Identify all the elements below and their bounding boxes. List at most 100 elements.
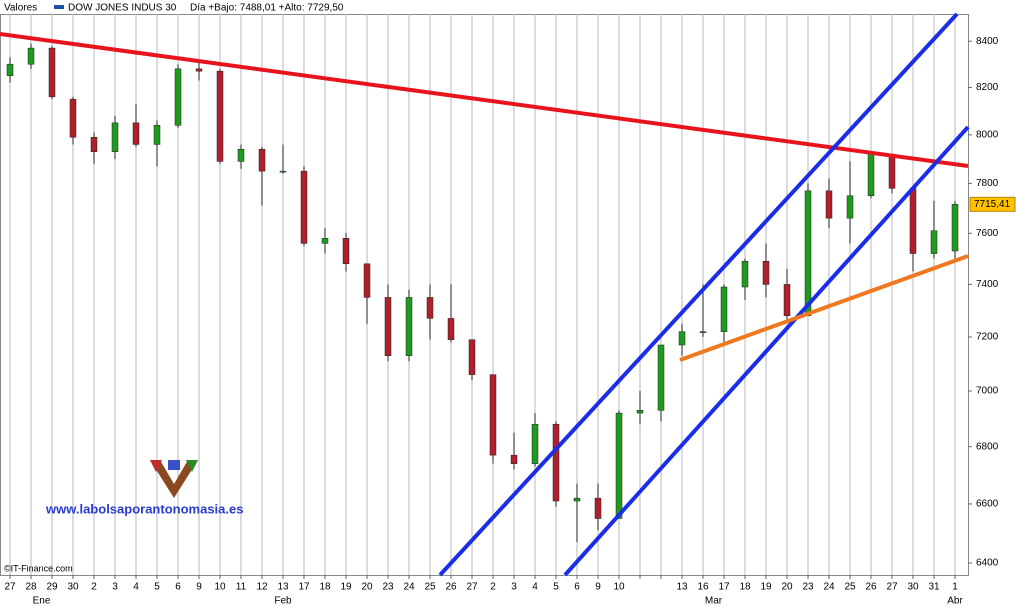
legend-swatch bbox=[54, 5, 64, 9]
month-label: Mar bbox=[705, 596, 723, 607]
last-price-label: 7715,41 bbox=[974, 199, 1011, 210]
trend-line-red bbox=[0, 32, 969, 168]
x-tick-label: 3 bbox=[112, 582, 118, 593]
x-tick-label: 18 bbox=[739, 582, 751, 593]
x-tick-label: 10 bbox=[214, 582, 226, 593]
day-info: Día +Bajo: 7488,01 +Alto: 7729,50 bbox=[190, 3, 344, 14]
candles bbox=[6, 43, 959, 543]
candle-body bbox=[573, 497, 581, 502]
x-tick-label: 2 bbox=[91, 582, 97, 593]
candle-body bbox=[825, 190, 833, 219]
x-tick-label: 12 bbox=[256, 582, 268, 593]
month-label: Feb bbox=[274, 596, 292, 607]
candle-body bbox=[426, 297, 434, 319]
x-tick-label: 27 bbox=[466, 582, 478, 593]
candle-body bbox=[405, 297, 413, 356]
candle-body bbox=[930, 230, 938, 254]
x-tick-label: 6 bbox=[574, 582, 580, 593]
candle-body bbox=[48, 47, 56, 98]
x-tick-label: 30 bbox=[907, 582, 919, 593]
x-tick-label: 11 bbox=[236, 582, 247, 593]
x-tick-label: 18 bbox=[319, 582, 331, 593]
candle-body bbox=[111, 122, 119, 152]
month-label: Ene bbox=[33, 596, 51, 607]
y-tick-label: 7200 bbox=[976, 332, 999, 343]
candle-body bbox=[510, 454, 518, 464]
candle-body bbox=[153, 125, 161, 145]
x-tick-label: 4 bbox=[133, 582, 139, 593]
candle-body bbox=[279, 170, 287, 173]
x-tick-label: 17 bbox=[298, 582, 310, 593]
x-tick-label: 27 bbox=[886, 582, 898, 593]
candle-body bbox=[258, 149, 266, 172]
x-tick-label: 17 bbox=[718, 582, 730, 593]
y-tick-label: 7400 bbox=[976, 279, 999, 290]
candle-body bbox=[69, 98, 77, 138]
x-tick-label: 25 bbox=[844, 582, 856, 593]
x-tick-label: 13 bbox=[676, 582, 688, 593]
candle-body bbox=[216, 70, 224, 162]
last-price-tag bbox=[969, 196, 1016, 212]
y-tick-label: 7800 bbox=[976, 178, 999, 189]
header-label: Valores bbox=[4, 3, 37, 14]
y-tick-label: 7600 bbox=[976, 228, 999, 239]
candle-body bbox=[552, 423, 560, 502]
x-tick-label: 9 bbox=[595, 582, 601, 593]
x-tick-label: 23 bbox=[382, 582, 394, 593]
x-tick-label: 25 bbox=[424, 582, 436, 593]
candle-body bbox=[909, 188, 917, 254]
watermark: www.labolsaporantonomasia.es bbox=[45, 501, 243, 516]
candle-body bbox=[846, 195, 854, 219]
x-tick-label: 1 bbox=[952, 582, 958, 593]
x-tick-label: 9 bbox=[196, 582, 202, 593]
x-tick-label: 26 bbox=[865, 582, 877, 593]
candle-body bbox=[195, 68, 203, 72]
x-tick-label: 5 bbox=[154, 582, 160, 593]
candle-body bbox=[321, 238, 329, 244]
x-tick-label: 27 bbox=[4, 582, 16, 593]
x-tick-label: 20 bbox=[361, 582, 373, 593]
x-tick-label: 10 bbox=[613, 582, 625, 593]
candle-body bbox=[300, 170, 308, 244]
candle-body bbox=[594, 497, 602, 519]
y-tick-label: 8200 bbox=[976, 82, 999, 93]
candle-body bbox=[384, 297, 392, 356]
x-tick-label: 5 bbox=[553, 582, 559, 593]
support-line bbox=[679, 254, 969, 362]
x-tick-label: 13 bbox=[277, 582, 289, 593]
candle-body bbox=[90, 136, 98, 152]
candle-body bbox=[888, 153, 896, 189]
y-tick-label: 8000 bbox=[976, 129, 999, 140]
x-tick-label: 4 bbox=[532, 582, 538, 593]
x-tick-label: 20 bbox=[781, 582, 793, 593]
channel-upper bbox=[438, 12, 959, 577]
x-tick-label: 16 bbox=[697, 582, 709, 593]
y-tick-label: 6400 bbox=[976, 558, 999, 569]
candle-body bbox=[951, 204, 959, 252]
x-tick-label: 24 bbox=[403, 582, 415, 593]
candle-body bbox=[237, 149, 245, 162]
candle-body bbox=[804, 190, 812, 317]
y-tick-label: 8400 bbox=[976, 36, 999, 47]
x-tick-label: 19 bbox=[760, 582, 772, 593]
candle-body bbox=[657, 344, 665, 411]
candle-body bbox=[699, 331, 707, 333]
candle-body bbox=[363, 263, 371, 298]
candle-body bbox=[447, 318, 455, 340]
x-tick-label: 30 bbox=[67, 582, 79, 593]
x-tick-label: 26 bbox=[445, 582, 457, 593]
plot-frame bbox=[0, 14, 969, 576]
candle-body bbox=[174, 68, 182, 126]
candle-body bbox=[468, 339, 476, 375]
x-tick-label: 6 bbox=[175, 582, 181, 593]
candle-body bbox=[636, 410, 644, 414]
y-tick-label: 6800 bbox=[976, 441, 999, 452]
credit: ©IT-Finance.com bbox=[4, 563, 73, 573]
x-tick-label: 3 bbox=[511, 582, 517, 593]
candle-body bbox=[867, 153, 875, 196]
candle-body bbox=[762, 260, 770, 285]
channel-lower bbox=[563, 125, 970, 577]
candle-body bbox=[27, 47, 35, 65]
